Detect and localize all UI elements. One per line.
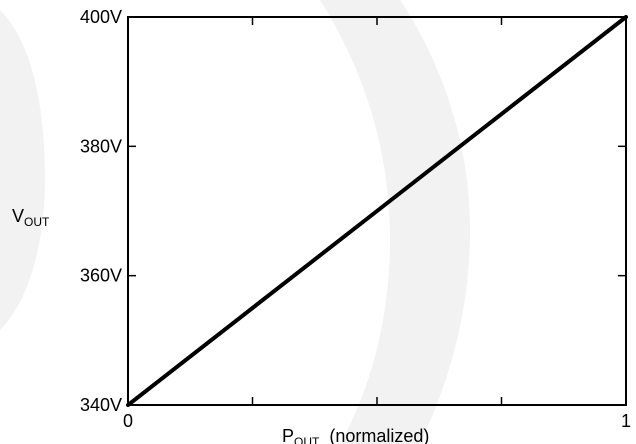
y-tick-label: 400V xyxy=(80,7,122,27)
ticks xyxy=(127,16,627,406)
y-tick-label: 380V xyxy=(80,136,122,156)
x-tick-label: 0 xyxy=(123,411,133,431)
y-axis-label: VOUT xyxy=(12,206,50,229)
watermark xyxy=(0,0,470,444)
series-layer xyxy=(126,15,628,407)
tick-labels: 340V 360V 380V 400V 0 1 xyxy=(80,7,631,431)
x-tick-label: 1 xyxy=(621,411,631,431)
series-line xyxy=(126,15,628,407)
x-axis-label: POUT (normalized) xyxy=(282,426,429,444)
y-tick-label: 340V xyxy=(80,395,122,415)
y-tick-label: 360V xyxy=(80,266,122,286)
